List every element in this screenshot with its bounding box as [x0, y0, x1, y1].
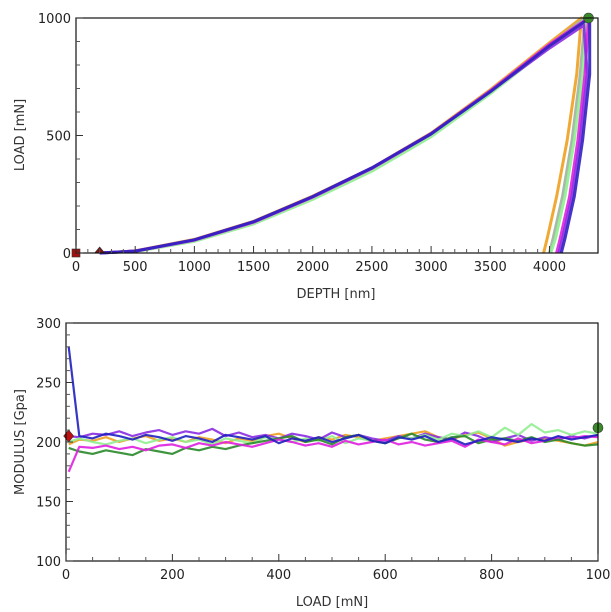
x-tick-label: 100: [586, 568, 611, 583]
bottom-x-axis-label: LOAD [mN]: [296, 595, 368, 610]
y-tick-label: 100: [36, 555, 61, 570]
series-line-4: [67, 435, 599, 473]
x-tick-label: 800: [479, 568, 504, 583]
x-tick-label: 2000: [296, 260, 329, 275]
y-tick-label: 200: [36, 436, 61, 451]
x-tick-label: 2500: [355, 260, 388, 275]
series-line-5: [99, 16, 592, 255]
y-tick-label: 250: [36, 377, 61, 392]
x-tick-label: 3500: [474, 260, 507, 275]
series-line-2: [68, 423, 599, 446]
modulus-load-plot: 0 200 400 600 800 100 100 150 200 250 300: [36, 317, 610, 583]
x-tick-label: 3000: [415, 260, 448, 275]
y-tick-label: 150: [36, 496, 61, 511]
series-line-1: [99, 16, 587, 255]
series-line-1: [68, 427, 599, 444]
x-tick-label: 1000: [178, 260, 211, 275]
series-line-4: [99, 23, 589, 255]
y-tick-label: 300: [36, 317, 61, 332]
bottom-y-axis-label: MODULUS [Gpa]: [13, 389, 28, 495]
x-tick-label: 600: [373, 568, 398, 583]
series-line-5: [67, 346, 599, 446]
x-tick-label: 0: [62, 568, 70, 583]
series-line-0: [68, 430, 599, 447]
load-depth-plot: 0 500 1000 1500 2000 2500 3000 3500 4000 0 500 1000: [38, 12, 599, 275]
x-tick-label: 400: [266, 568, 291, 583]
x-tick-label: 500: [123, 260, 148, 275]
x-tick-label: 0: [72, 260, 80, 275]
y-tick-label: 1000: [38, 12, 71, 27]
series-line-2: [99, 16, 589, 255]
y-tick-label: 0: [63, 247, 71, 262]
series-line-3: [99, 16, 590, 255]
top-y-axis-label: LOAD [mN]: [13, 99, 28, 171]
series-line-0: [99, 16, 583, 255]
y-tick-label: 500: [46, 130, 71, 145]
x-tick-label: 4000: [533, 260, 566, 275]
series-line-3: [68, 432, 599, 457]
plot-frame: [75, 17, 599, 254]
x-tick-label: 200: [160, 568, 185, 583]
x-tick-label: 1500: [237, 260, 270, 275]
top-x-axis-label: DEPTH [nm]: [297, 287, 376, 302]
